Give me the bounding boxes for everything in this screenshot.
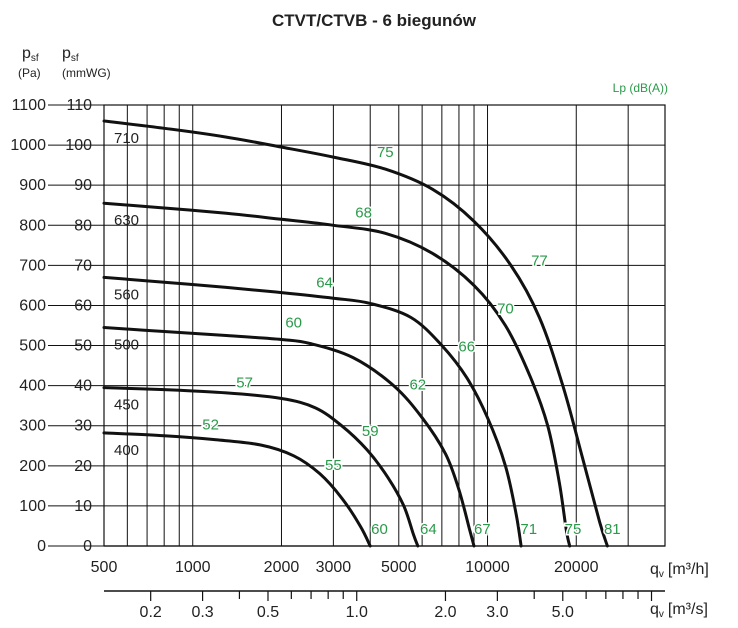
dba-label: 67 [474,521,491,538]
y-left-tick-label: 400 [19,378,46,395]
y-right-tick-label: 10 [74,498,92,515]
y-ticks: 0 100 200 300 400 500 600 700 800 900 1000 1100 0 10 2… [10,97,104,555]
dba-label: 59 [362,423,379,440]
curve-560 [102,275,523,548]
x-bottom-tick-label: 5.0 [552,604,574,621]
plot-frame [103,104,666,547]
curve-450 [102,386,420,548]
curve-710 [102,119,609,548]
size-label-450: 450 [114,397,139,414]
x-ticks: 500 1000 2000 3000 5000 10000 20000 0.2 0.3 0.5 1.… [91,545,665,621]
y-right-tick-label: 20 [74,458,92,475]
y-left-tick-label: 300 [19,418,46,435]
chart-title: CTVT/CTVB - 6 biegunów [272,11,477,30]
x-top-tick-label: 5000 [381,559,417,576]
dba-label: 64 [420,521,437,538]
dba-label: 62 [409,377,426,394]
y-left-unit: (Pa) [18,66,41,80]
x-top-axis-label: qv [m³/h] [650,561,709,580]
x-bottom-tick-label: 3.0 [486,604,508,621]
y-right-tick-label: 110 [66,97,92,114]
y-left-header: psf (Pa) [18,45,41,80]
dba-label: 64 [316,274,333,291]
curve-630 [102,201,572,548]
size-label-630: 630 [114,212,139,229]
y-right-tick-label: 60 [74,297,92,314]
curve-labels: 710 75 77 81 630 68 70 75 560 64 66 71 500 60 62 67 450 5… [114,130,622,539]
x-top-tick-label: 3000 [316,559,352,576]
y-right-tick-label: 80 [74,217,92,234]
size-label-560: 560 [114,286,139,303]
dba-label: 71 [520,521,537,538]
grid [103,104,666,547]
size-label-500: 500 [114,337,139,354]
legend-title: Lp (dB(A)) [613,81,668,95]
dba-label: 66 [458,339,475,356]
curves [102,119,609,548]
y-right-tick-label: 50 [74,338,92,355]
y-left-tick-label: 500 [19,338,46,355]
size-label-710: 710 [114,130,139,147]
y-right-header: psf (mmWG) [62,45,111,80]
x-bottom-tick-label: 1.0 [346,604,368,621]
x-bottom-tick-label: 0.2 [140,604,162,621]
y-left-tick-label: 0 [37,538,46,555]
size-label-400: 400 [114,442,139,459]
y-left-tick-label: 100 [19,498,46,515]
x-bottom-tick-label: 0.5 [257,604,279,621]
y-left-tick-label: 800 [19,217,46,234]
y-left-tick-label: 200 [19,458,46,475]
x-bottom-tick-label: 0.3 [191,604,213,621]
y-right-tick-label: 100 [65,137,92,154]
y-right-tick-label: 30 [74,418,92,435]
y-left-tick-label: 900 [19,177,46,194]
y-right-tick-label: 70 [74,257,92,274]
dba-label: 57 [236,375,253,392]
dba-label: 75 [377,144,394,161]
dba-label: 55 [325,457,342,474]
dba-label: 68 [355,204,372,221]
dba-label: 75 [565,521,582,538]
x-top-tick-label: 500 [91,559,118,576]
x-top-tick-label: 20000 [554,559,599,576]
y-right-unit: (mmWG) [62,66,111,80]
x-top-tick-label: 1000 [175,559,211,576]
x-top-tick-label: 10000 [465,559,510,576]
y-left-tick-label: 1000 [10,137,46,154]
y-left-symbol: psf [22,45,39,64]
x-bottom-axis-label: qv [m³/s] [650,601,708,620]
curve-500 [102,326,476,548]
dba-label: 52 [202,417,219,434]
y-left-tick-label: 700 [19,257,46,274]
y-right-symbol: psf [62,45,79,64]
x-top-tick-label: 2000 [264,559,300,576]
x-bottom-tick-label: 2.0 [434,604,456,621]
y-right-tick-label: 40 [74,378,92,395]
dba-label: 81 [604,521,621,538]
y-right-tick-label: 0 [83,538,92,555]
dba-label: 70 [497,300,514,317]
dba-label: 60 [285,315,302,332]
y-left-tick-label: 1100 [12,97,47,114]
y-left-tick-label: 600 [19,297,46,314]
dba-label: 77 [531,252,548,269]
dba-label: 60 [371,521,388,538]
y-right-tick-label: 90 [74,177,92,194]
curve-400 [102,431,372,548]
